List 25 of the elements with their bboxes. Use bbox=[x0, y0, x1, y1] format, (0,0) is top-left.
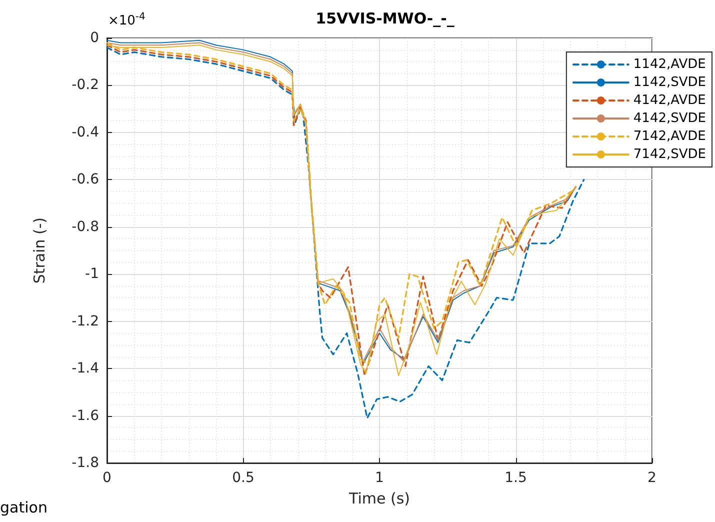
y-tick-label: -1 bbox=[85, 266, 99, 282]
text: gation bbox=[0, 498, 48, 516]
x-tick-label: 0.5 bbox=[232, 470, 254, 486]
legend-label: 4142,AVDE bbox=[633, 93, 706, 108]
y-tick-label: -0.4 bbox=[72, 124, 100, 140]
legend-label: 4142,SVDE bbox=[633, 111, 706, 126]
x-tick-label: 0 bbox=[102, 470, 112, 486]
legend-label: 7142,SVDE bbox=[633, 147, 706, 162]
y-tick-label: -1.8 bbox=[72, 455, 99, 471]
x-axis-title: Time (s) bbox=[348, 490, 410, 508]
legend-label: 7142,AVDE bbox=[633, 129, 706, 144]
x-tick-label: 2 bbox=[648, 470, 656, 486]
legend-label: 1142,AVDE bbox=[633, 57, 706, 72]
legend-label: 1142,SVDE bbox=[633, 75, 706, 90]
y-tick-label: -1.2 bbox=[72, 313, 99, 330]
y-tick-label: -1.4 bbox=[72, 360, 100, 377]
y-tick-label: 0 bbox=[90, 30, 99, 46]
chart-title: 15VVIS-MWO-_-_ bbox=[316, 10, 455, 28]
y-tick-label: -0.6 bbox=[72, 172, 100, 188]
x-tick-label: 1.5 bbox=[504, 470, 527, 486]
x-tick-label: 1 bbox=[375, 470, 384, 486]
y-tick-label: -1.6 bbox=[72, 408, 100, 424]
y-tick-label: -0.2 bbox=[72, 77, 99, 94]
y-axis-title: Strain (-) bbox=[30, 217, 48, 284]
y-tick-label: -0.8 bbox=[72, 218, 99, 235]
